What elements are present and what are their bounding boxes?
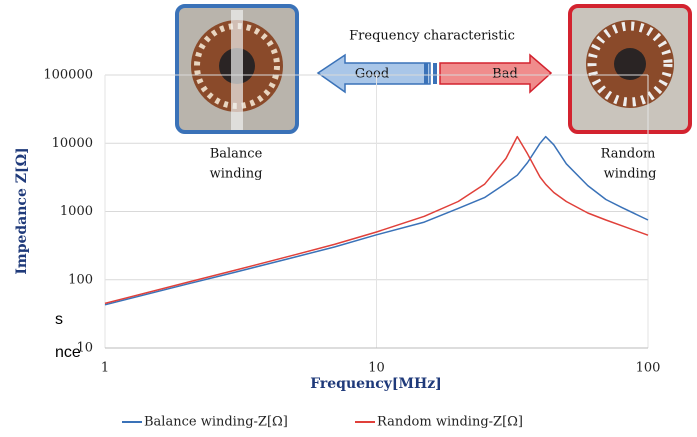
left-label: Balance: [210, 147, 263, 162]
illustration-caption: Frequency characteristic: [349, 29, 515, 44]
legend-label: Random winding-Z[Ω]: [377, 415, 523, 430]
y-tick-label: 10: [76, 341, 93, 356]
good-label: Good: [355, 67, 389, 82]
y-tick-label: 100: [68, 272, 93, 287]
x-tick-label: 10: [368, 361, 385, 376]
y-tick-label: 1000: [60, 204, 93, 219]
overlay-text: s: [55, 311, 63, 328]
random-winding-photo: [570, 6, 690, 132]
right-label: Random: [601, 147, 656, 162]
x-tick-label: 1: [101, 361, 109, 376]
bad-label: Bad: [492, 67, 518, 82]
y-tick-label: 100000: [43, 68, 93, 83]
x-tick-label: 100: [636, 361, 661, 376]
balance-winding-photo: [177, 6, 297, 132]
arrow-stripe: [424, 63, 428, 84]
arrow-stripe: [433, 63, 437, 84]
y-tick-label: 10000: [52, 136, 93, 151]
legend-label: Balance winding-Z[Ω]: [144, 415, 288, 430]
left-label: winding: [210, 167, 263, 182]
y-axis-label: Impedance Z[Ω]: [14, 147, 30, 274]
x-axis-label: Frequency[MHz]: [310, 376, 442, 392]
page: Frequency characteristic Good Bad Balanc…: [0, 0, 697, 437]
